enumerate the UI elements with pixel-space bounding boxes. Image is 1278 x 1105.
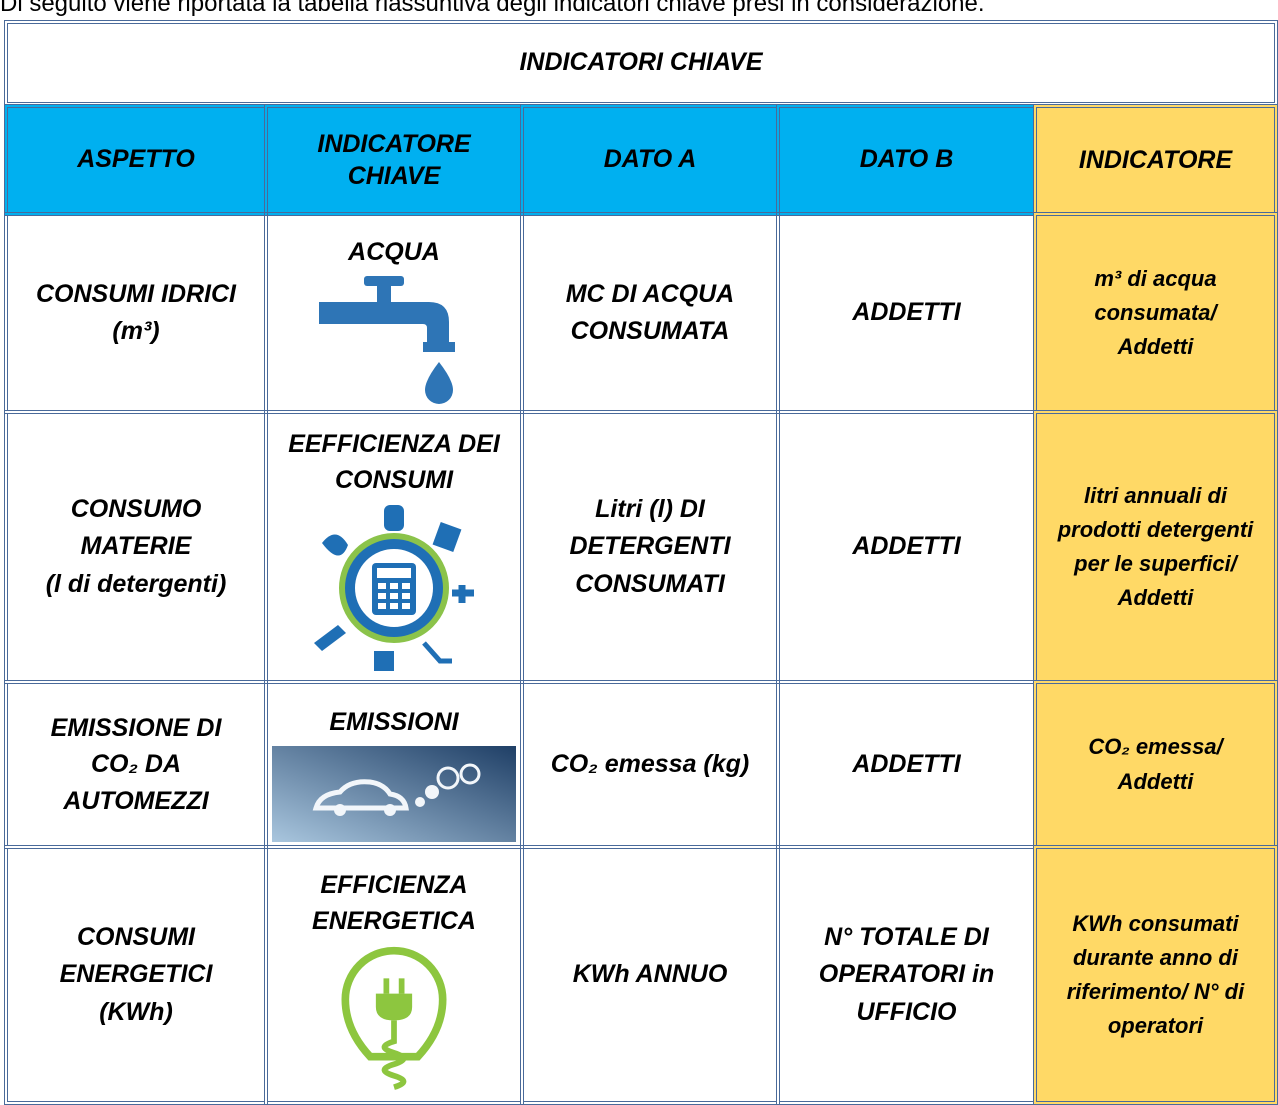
- consumption-icon: [314, 504, 474, 671]
- aspect-cell: EMISSIONE DI CO₂ DA AUTOMEZZI: [4, 680, 268, 849]
- data-b-cell: N° TOTALE DI OPERATORI in UFFICIO: [776, 845, 1037, 1105]
- header-cell: INDICATORE CHIAVE: [264, 104, 524, 216]
- indicator-label: EEFFICIENZA DEI CONSUMI: [288, 430, 500, 495]
- data-b-cell: ADDETTI: [776, 680, 1037, 849]
- bulb-icon: [341, 946, 447, 1090]
- header-cell: INDICATORE: [1033, 104, 1278, 216]
- data-b-cell: ADDETTI: [776, 410, 1037, 684]
- emissions-icon: [272, 745, 516, 842]
- indicator-cell: ACQUA: [264, 212, 524, 414]
- aspect-cell: CONSUMI IDRICI (m³): [4, 212, 268, 414]
- indicator-formula-cell: litri annuali di prodotti detergenti per…: [1033, 410, 1278, 684]
- data-a-cell: Litri (l) DI DETERGENTI CONSUMATI: [520, 410, 780, 684]
- table-title: INDICATORI CHIAVE: [4, 20, 1278, 106]
- indicator-formula-cell: CO₂ emessa/ Addetti: [1033, 680, 1278, 849]
- indicator-label: EMISSIONI: [329, 708, 459, 736]
- header-cell: DATO A: [520, 104, 780, 216]
- aspect-cell: CONSUMI ENERGETICI (KWh): [4, 845, 268, 1105]
- indicator-formula-cell: m³ di acqua consumata/ Addetti: [1033, 212, 1278, 414]
- indicator-cell: EEFFICIENZA DEI CONSUMI: [264, 410, 524, 684]
- indicator-cell: EFFICIENZA ENERGETICA: [264, 845, 524, 1105]
- header-cell: DATO B: [776, 104, 1037, 216]
- indicator-formula-cell: KWh consumati durante anno di riferiment…: [1033, 845, 1278, 1105]
- data-b-cell: ADDETTI: [776, 212, 1037, 414]
- aspect-cell: CONSUMO MATERIE (l di detergenti): [4, 410, 268, 684]
- indicator-label: EFFICIENZA ENERGETICA: [312, 871, 476, 936]
- faucet-icon: [319, 275, 455, 404]
- header-cell: ASPETTO: [4, 104, 268, 216]
- intro-text: Di seguito viene riportata la tabella ri…: [0, 0, 985, 17]
- indicator-label: ACQUA: [348, 238, 440, 266]
- data-a-cell: CO₂ emessa (kg): [520, 680, 780, 849]
- data-a-cell: KWh ANNUO: [520, 845, 780, 1105]
- data-a-cell: MC DI ACQUA CONSUMATA: [520, 212, 780, 414]
- indicator-cell: EMISSIONI: [264, 680, 524, 849]
